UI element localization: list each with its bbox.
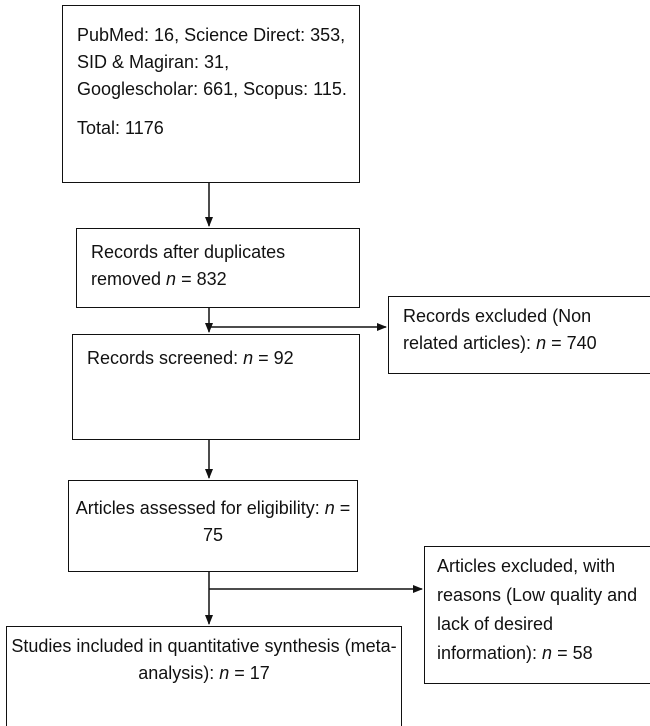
duplicates-removed-count: = 832 xyxy=(176,269,227,289)
excluded-nonrelated-n: n xyxy=(536,333,547,353)
eligibility-count: = 75 xyxy=(202,498,351,545)
screened-box: Records screened: n = 92 xyxy=(72,334,360,440)
included-count: = 17 xyxy=(229,663,270,683)
included-label: Studies included in quantitative synthes… xyxy=(11,636,397,683)
screened-count: = 92 xyxy=(253,348,294,368)
excluded-nonrelated-label: Records excluded (Non related articles): xyxy=(403,306,592,353)
screened-label: Records screened: xyxy=(87,348,244,368)
excluded-nonrelated-box: Records excluded (Non related articles):… xyxy=(388,296,650,374)
duplicates-removed-n: n xyxy=(166,269,177,289)
duplicates-removed-label: Records after duplicates removed xyxy=(91,242,286,289)
eligibility-label: Articles assessed for eligibility: xyxy=(75,498,325,518)
identification-total: Total: 1176 xyxy=(77,118,164,138)
included-n: n xyxy=(219,663,230,683)
included-box: Studies included in quantitative synthes… xyxy=(6,626,402,726)
screened-n: n xyxy=(243,348,254,368)
identification-sources: PubMed: 16, Science Direct: 353, SID & M… xyxy=(77,25,347,99)
excluded-reasons-n: n xyxy=(542,643,553,663)
eligibility-box: Articles assessed for eligibility: n = 7… xyxy=(68,480,358,572)
excluded-reasons-label: Articles excluded, with reasons (Low qua… xyxy=(437,556,638,663)
excluded-reasons-box: Articles excluded, with reasons (Low qua… xyxy=(424,546,650,684)
excluded-reasons-count: = 58 xyxy=(552,643,593,663)
excluded-nonrelated-count: = 740 xyxy=(546,333,597,353)
eligibility-n: n xyxy=(324,498,335,518)
duplicates-removed-box: Records after duplicates removed n = 832 xyxy=(76,228,360,308)
identification-box: PubMed: 16, Science Direct: 353, SID & M… xyxy=(62,5,360,183)
